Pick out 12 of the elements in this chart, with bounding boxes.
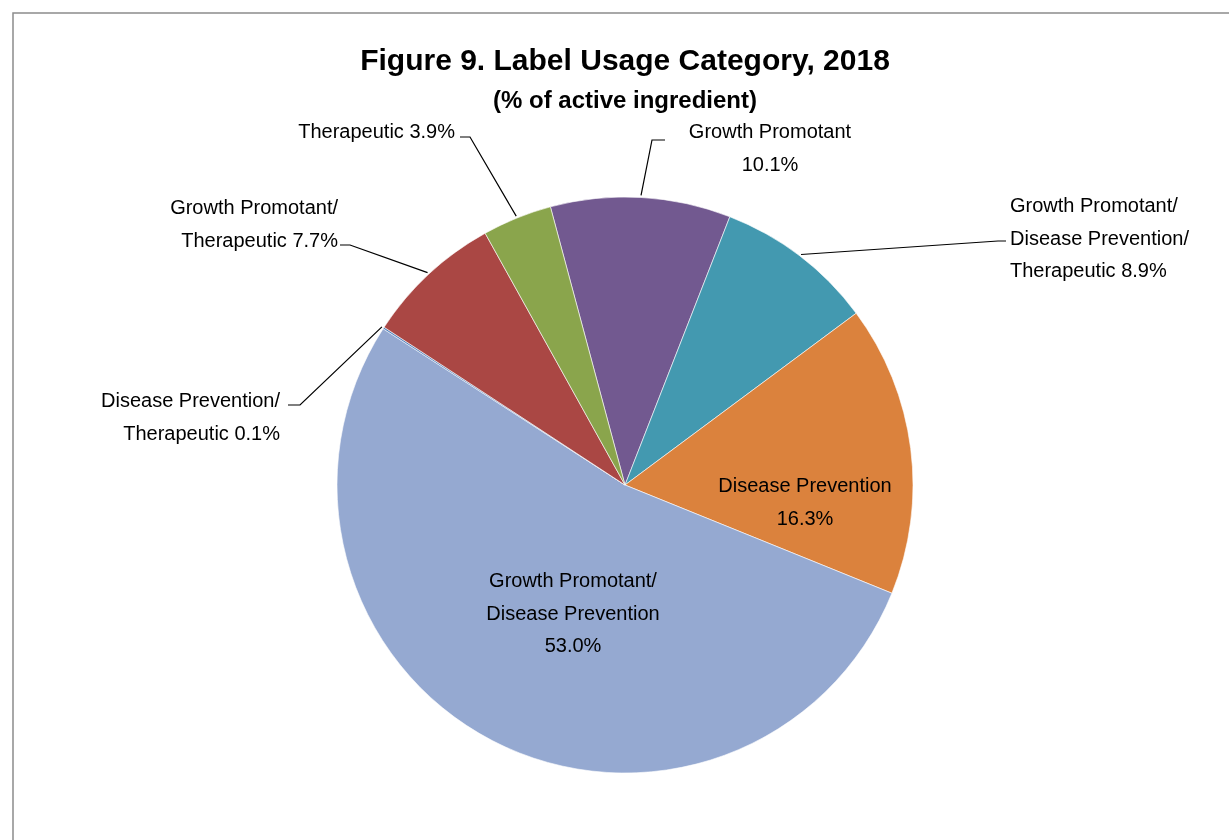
- slice-label: Growth Promotant: [688, 120, 852, 142]
- slice-label: Growth Promotant/Disease Prevention/Therapeutic 8.9%: [1010, 194, 1190, 281]
- data-label: 53.0%: [544, 634, 602, 656]
- slice-label: Growth Promotant/Therapeutic 7.7%: [170, 196, 339, 251]
- slice-label: Disease Prevention: [718, 474, 892, 496]
- chart-subtitle: (% of active ingredient): [492, 86, 758, 113]
- chart-title: Figure 9. Label Usage Category, 2018: [360, 43, 890, 76]
- slice-label: Disease Prevention/Therapeutic 0.1%: [101, 389, 281, 444]
- slice-label: Therapeutic 3.9%: [298, 120, 456, 142]
- slice-label: Growth Promotant/Disease Prevention: [486, 569, 660, 624]
- data-label: 16.3%: [776, 506, 834, 529]
- data-label: 10.1%: [741, 152, 799, 175]
